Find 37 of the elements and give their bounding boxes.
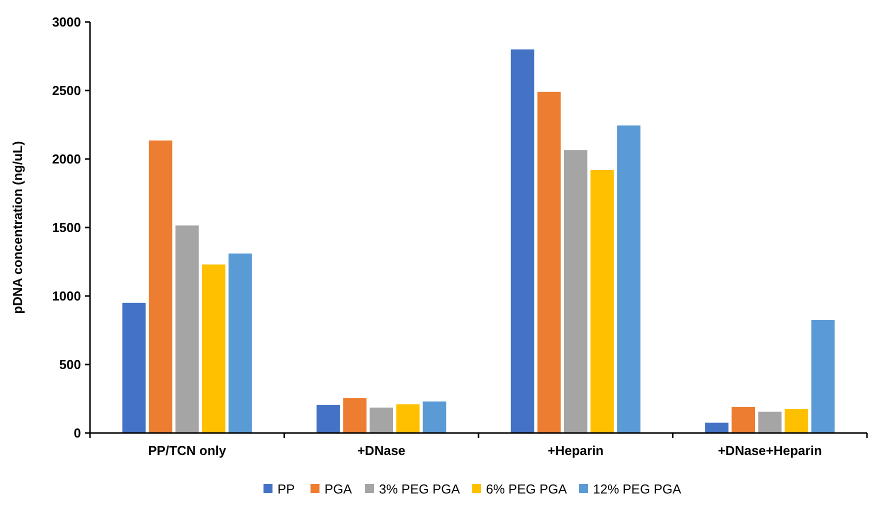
y-tick-label: 1000 xyxy=(52,288,81,304)
x-tick-label: PP/TCN only xyxy=(148,443,227,458)
bar xyxy=(228,254,252,433)
y-tick-label: 3000 xyxy=(52,14,81,30)
bar xyxy=(122,302,146,433)
bar xyxy=(590,170,614,433)
bar xyxy=(705,422,728,433)
bar xyxy=(758,412,782,433)
bar xyxy=(617,125,640,433)
bar xyxy=(422,401,446,433)
bar xyxy=(811,320,835,433)
bar xyxy=(784,409,808,433)
bar xyxy=(343,398,367,433)
bar xyxy=(564,150,588,433)
y-axis-title: pDNA concentration (ng/uL) xyxy=(10,141,25,314)
y-tick-label: 2500 xyxy=(52,83,81,98)
bar xyxy=(202,264,226,433)
bar xyxy=(370,408,394,433)
x-tick-label: +DNase+Heparin xyxy=(718,443,822,458)
y-tick-label: 1500 xyxy=(52,220,81,236)
bar xyxy=(148,140,172,433)
x-tick-label: +DNase xyxy=(357,443,406,458)
bar xyxy=(316,404,340,433)
bar xyxy=(396,404,420,433)
bar xyxy=(537,92,561,433)
legend-label: 3% PEG PGA xyxy=(379,482,460,497)
x-tick-label: +Heparin xyxy=(548,443,604,458)
bar xyxy=(732,406,756,433)
legend-label: PGA xyxy=(324,482,352,497)
legend-label: 12% PEG PGA xyxy=(593,482,682,497)
y-tick-label: 500 xyxy=(59,357,81,372)
bar xyxy=(510,49,534,433)
y-tick-label: 0 xyxy=(74,426,81,441)
y-tick-label: 2000 xyxy=(52,152,81,167)
bar xyxy=(175,225,199,433)
legend-label: 6% PEG PGA xyxy=(486,482,568,497)
legend-label: PP xyxy=(278,482,295,497)
